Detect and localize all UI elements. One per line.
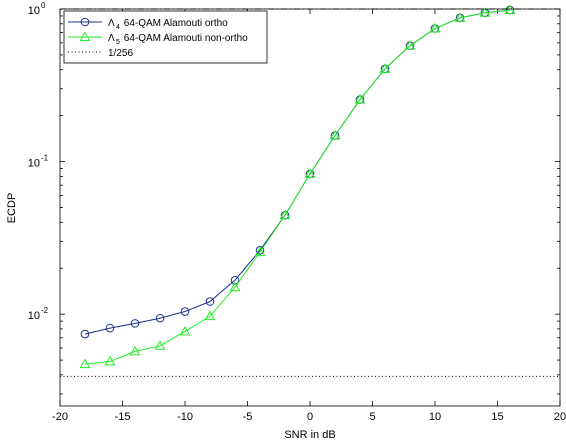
data-point bbox=[79, 358, 91, 369]
legend-symbol: Λ bbox=[108, 33, 115, 44]
data-point bbox=[230, 275, 240, 285]
data-point bbox=[204, 310, 216, 321]
y-tick-label: 10 0 bbox=[28, 1, 46, 17]
legend-entry: 1/256 bbox=[68, 48, 133, 59]
legend-subscript: 4 bbox=[116, 24, 120, 31]
data-point bbox=[279, 209, 291, 220]
x-tick-label: 15 bbox=[491, 411, 503, 423]
data-point bbox=[129, 345, 141, 356]
data-point bbox=[229, 281, 241, 292]
data-point bbox=[454, 12, 466, 22]
legend-label: 64-QAM Alamouti non-ortho bbox=[121, 33, 248, 44]
y-tick-label-base: 10 bbox=[28, 310, 40, 322]
x-tick-label: 5 bbox=[369, 411, 375, 423]
data-point bbox=[105, 323, 115, 333]
data-point bbox=[254, 246, 266, 257]
plot-area bbox=[59, 8, 561, 407]
series-line bbox=[84, 9, 511, 365]
y-tick-label-exponent: -1 bbox=[41, 154, 49, 163]
y-axis-label: ECDP bbox=[6, 193, 18, 224]
data-point bbox=[104, 355, 116, 366]
x-tick-label: -10 bbox=[177, 411, 193, 423]
y-tick-label: 10 -2 bbox=[28, 306, 49, 322]
x-tick-label: -5 bbox=[243, 411, 253, 423]
x-tick-label: 0 bbox=[307, 411, 313, 423]
axis-ticks bbox=[59, 8, 561, 406]
x-tick-label: -15 bbox=[115, 411, 131, 423]
y-tick-label: 10 -1 bbox=[28, 154, 49, 170]
x-tick-label: 10 bbox=[429, 411, 441, 423]
data-point bbox=[179, 325, 191, 336]
x-axis-label: SNR in dB bbox=[284, 429, 335, 441]
data-point bbox=[354, 93, 366, 104]
y-tick-label-base: 10 bbox=[28, 158, 40, 170]
legend-subscript: 5 bbox=[116, 39, 120, 46]
y-tick-label-exponent: 0 bbox=[41, 1, 46, 10]
data-point bbox=[155, 313, 165, 323]
series-1 bbox=[79, 4, 516, 369]
series-layer bbox=[60, 4, 560, 377]
legend-marker bbox=[79, 31, 91, 41]
data-point bbox=[429, 22, 441, 33]
data-point bbox=[180, 307, 190, 316]
data-point bbox=[80, 329, 90, 339]
x-tick-label: -20 bbox=[52, 411, 68, 423]
legend-symbol: Λ bbox=[108, 18, 115, 29]
legend-label: 64-QAM Alamouti ortho bbox=[121, 18, 228, 29]
y-tick-label-base: 10 bbox=[28, 5, 40, 17]
data-point bbox=[404, 40, 416, 50]
data-point bbox=[329, 129, 341, 140]
data-point bbox=[479, 7, 491, 17]
data-point bbox=[130, 319, 140, 328]
data-point bbox=[379, 63, 391, 73]
y-tick-label-exponent: -2 bbox=[41, 306, 49, 315]
data-point bbox=[154, 340, 166, 350]
legend-marker bbox=[80, 17, 90, 27]
x-tick-label: 20 bbox=[554, 411, 566, 423]
legend-label: 1/256 bbox=[108, 48, 133, 59]
data-point bbox=[304, 168, 316, 178]
plot-frame bbox=[59, 8, 561, 407]
data-point bbox=[205, 297, 215, 306]
